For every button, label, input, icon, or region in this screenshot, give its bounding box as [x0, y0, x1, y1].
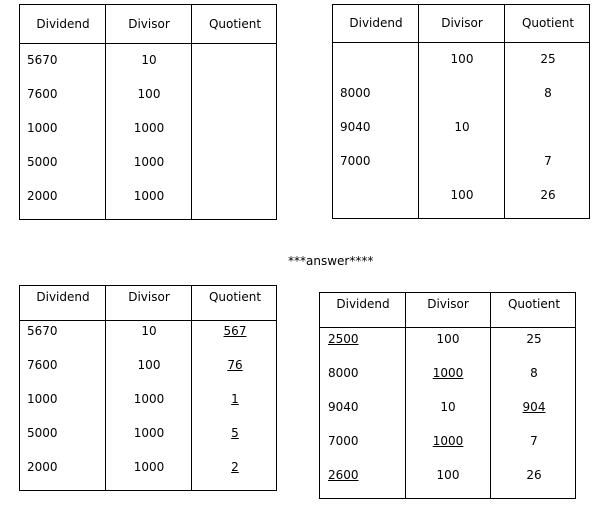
cell-dividend: 8000 [328, 366, 359, 380]
cell-divisor: 1000 [133, 121, 165, 135]
header-divisor: Divisor [427, 297, 469, 311]
cell-quotient: 26 [526, 468, 542, 482]
cell-dividend: 8000 [340, 86, 371, 100]
cell-dividend: 5670 [27, 324, 58, 338]
cell-dividend: 7000 [328, 434, 359, 448]
cell-divisor: 100 [137, 358, 161, 372]
cell-divisor-answer: 1000 [432, 366, 464, 380]
cell-divisor: 100 [436, 332, 460, 346]
cell-quotient-answer: 567 [223, 324, 247, 338]
division-table-2: Dividend Divisor Quotient 100 25 8000 8 … [332, 4, 590, 219]
cell-quotient-answer: 2 [231, 460, 239, 474]
header-dividend: Dividend [349, 16, 403, 30]
cell-quotient-answer: 5 [231, 426, 239, 440]
cell-dividend: 9040 [340, 120, 371, 134]
header-quotient: Quotient [208, 290, 262, 304]
cell-divisor: 10 [141, 53, 157, 67]
cell-dividend: 7000 [340, 154, 371, 168]
header-dividend: Dividend [36, 290, 90, 304]
cell-divisor-answer: 1000 [432, 434, 464, 448]
answer-table-1: Dividend Divisor Quotient 5670 10 567 76… [19, 285, 277, 491]
header-dividend: Dividend [336, 297, 390, 311]
cell-dividend-answer: 2600 [328, 468, 359, 482]
cell-divisor: 100 [436, 468, 460, 482]
cell-dividend: 5000 [27, 155, 58, 169]
cell-dividend: 9040 [328, 400, 359, 414]
cell-quotient: 8 [530, 366, 538, 380]
cell-divisor: 100 [450, 52, 474, 66]
cell-divisor: 10 [454, 120, 470, 134]
cell-divisor: 10 [141, 324, 157, 338]
division-table-1: Dividend Divisor Quotient 5670 10 7600 1… [19, 4, 277, 220]
cell-divisor: 100 [450, 188, 474, 202]
header-quotient: Quotient [208, 17, 262, 31]
cell-quotient: 7 [530, 434, 538, 448]
cell-divisor: 1000 [133, 460, 165, 474]
header-dividend: Dividend [36, 17, 90, 31]
cell-dividend-answer: 2500 [328, 332, 359, 346]
header-quotient: Quotient [507, 297, 561, 311]
cell-dividend: 2000 [27, 460, 58, 474]
cell-quotient-answer: 1 [231, 392, 239, 406]
cell-quotient: 8 [544, 86, 552, 100]
answer-table-2: Dividend Divisor Quotient 2500 100 25 80… [319, 292, 576, 499]
cell-quotient: 26 [540, 188, 556, 202]
cell-divisor: 1000 [133, 426, 165, 440]
cell-dividend: 1000 [27, 392, 58, 406]
cell-dividend: 1000 [27, 121, 58, 135]
cell-dividend: 7600 [27, 87, 58, 101]
cell-quotient: 7 [544, 154, 552, 168]
header-quotient: Quotient [521, 16, 575, 30]
header-divisor: Divisor [441, 16, 483, 30]
cell-quotient: 25 [526, 332, 542, 346]
cell-dividend: 7600 [27, 358, 58, 372]
cell-dividend: 2000 [27, 189, 58, 203]
cell-divisor: 100 [137, 87, 161, 101]
cell-divisor: 10 [440, 400, 456, 414]
answer-label: ***answer**** [288, 254, 374, 268]
header-divisor: Divisor [128, 290, 170, 304]
header-divisor: Divisor [128, 17, 170, 31]
cell-dividend: 5670 [27, 53, 58, 67]
cell-divisor: 1000 [133, 189, 165, 203]
cell-divisor: 1000 [133, 392, 165, 406]
cell-divisor: 1000 [133, 155, 165, 169]
cell-quotient-answer: 904 [522, 400, 546, 414]
cell-quotient: 25 [540, 52, 556, 66]
cell-dividend: 5000 [27, 426, 58, 440]
cell-quotient-answer: 76 [227, 358, 243, 372]
